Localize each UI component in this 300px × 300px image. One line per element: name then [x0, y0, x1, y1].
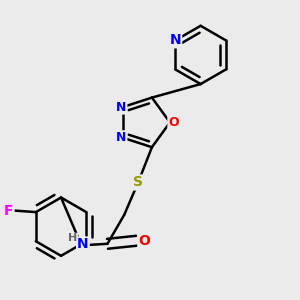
- Text: O: O: [168, 116, 179, 129]
- Text: N: N: [116, 131, 126, 144]
- Text: N: N: [169, 33, 181, 47]
- Text: H: H: [68, 233, 77, 243]
- Text: O: O: [138, 234, 150, 248]
- Text: N: N: [77, 237, 89, 251]
- Text: S: S: [133, 176, 143, 190]
- Text: N: N: [116, 100, 126, 114]
- Text: F: F: [4, 204, 14, 218]
